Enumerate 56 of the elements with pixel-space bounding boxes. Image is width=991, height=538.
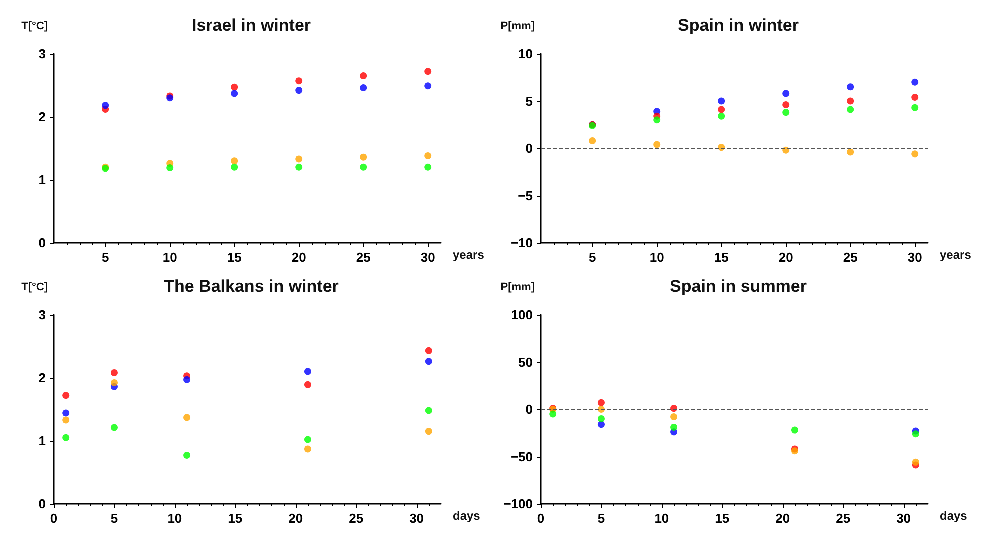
chart-title: Israel in winter bbox=[192, 16, 312, 35]
x-tick-label: 10 bbox=[654, 511, 670, 526]
x-tick-label: 0 bbox=[50, 511, 58, 526]
y-tick-label: 10 bbox=[518, 46, 533, 62]
x-tick-label: 20 bbox=[288, 511, 304, 526]
x-tick-label: 30 bbox=[410, 511, 424, 526]
x-tick-label: 20 bbox=[778, 250, 794, 265]
x-tick-label: 20 bbox=[292, 250, 306, 265]
x-tick-label: 5 bbox=[588, 250, 596, 265]
y-tick-label: 0 bbox=[38, 496, 46, 512]
y-tick-label: 5 bbox=[526, 94, 533, 109]
x-tick-label: 30 bbox=[420, 250, 436, 265]
x-tick-label: 25 bbox=[356, 250, 371, 265]
x-axis-title: years bbox=[940, 248, 972, 262]
x-tick-label: 10 bbox=[650, 250, 664, 265]
y-tick-label: 0 bbox=[526, 402, 533, 417]
y-tick-label: 1 bbox=[38, 434, 46, 448]
x-tick-label: 5 bbox=[598, 511, 606, 526]
x-tick-label: 15 bbox=[227, 250, 242, 265]
y-tick-label: −10 bbox=[510, 236, 533, 250]
x-tick-label: 25 bbox=[349, 511, 364, 526]
x-axis-title: days bbox=[453, 509, 481, 523]
y-tick-label: 50 bbox=[518, 354, 533, 370]
x-tick-label: 25 bbox=[843, 250, 858, 265]
y-axis-title: P[mm] bbox=[500, 20, 536, 32]
y-tick-label: −5 bbox=[518, 188, 533, 204]
y-tick-label: 1 bbox=[38, 172, 46, 188]
y-tick-label: −50 bbox=[510, 449, 533, 464]
x-tick-label: 10 bbox=[168, 511, 182, 526]
x-tick-label: 5 bbox=[110, 511, 118, 526]
chart-title: Spain in winter bbox=[678, 16, 800, 35]
y-tick-label: 3 bbox=[38, 46, 46, 62]
x-axis-title: days bbox=[940, 509, 968, 523]
y-tick-label: 0 bbox=[38, 236, 46, 250]
chart-title: Spain in summer bbox=[670, 277, 808, 296]
x-tick-label: 5 bbox=[102, 250, 110, 265]
x-tick-label: 15 bbox=[715, 511, 730, 526]
x-tick-label: 0 bbox=[537, 511, 545, 526]
y-axis-title: T[°C] bbox=[22, 282, 48, 294]
x-tick-label: 25 bbox=[836, 511, 851, 526]
chart-title: The Balkans in winter bbox=[164, 277, 340, 296]
y-tick-label: 0 bbox=[526, 141, 533, 156]
x-axis-title: years bbox=[453, 248, 485, 262]
y-axis-title: P[mm] bbox=[500, 282, 536, 294]
x-tick-label: 20 bbox=[776, 511, 790, 526]
x-tick-label: 30 bbox=[896, 511, 912, 526]
x-tick-label: 15 bbox=[228, 511, 243, 526]
x-tick-label: 15 bbox=[714, 250, 729, 265]
y-axis-title: T[°C] bbox=[22, 20, 48, 32]
y-tick-label: 2 bbox=[38, 110, 46, 124]
y-tick-label: −100 bbox=[504, 496, 533, 512]
y-tick-label: 3 bbox=[38, 308, 46, 322]
x-tick-label: 30 bbox=[908, 250, 922, 265]
y-tick-label: 100 bbox=[511, 308, 533, 322]
y-tick-label: 2 bbox=[38, 370, 46, 386]
x-tick-label: 10 bbox=[162, 250, 178, 265]
